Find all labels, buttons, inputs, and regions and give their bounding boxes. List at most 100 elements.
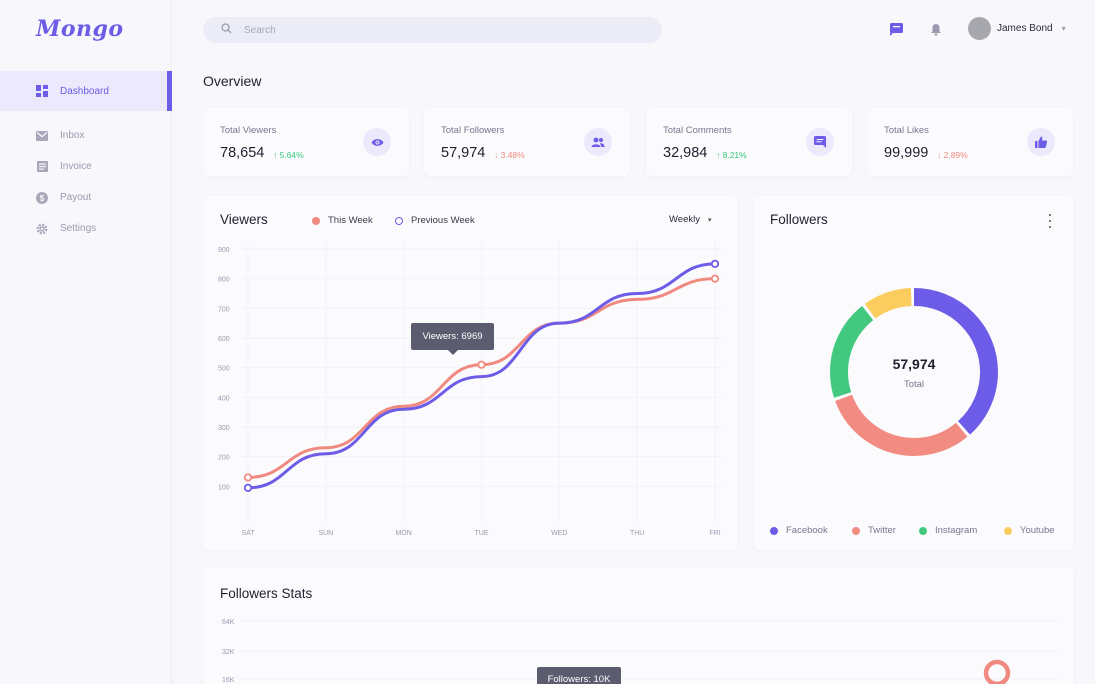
stat-label: Total Likes <box>884 125 929 136</box>
y-tick-label: 400 <box>218 395 230 402</box>
user-menu[interactable]: James Bond ▾ <box>968 17 1066 40</box>
x-tick-label: MON <box>395 530 411 537</box>
stat-label: Total Comments <box>663 125 732 136</box>
stat-card-likes: Total Likes 99,999 ↓ 2.89% <box>867 108 1073 176</box>
sidebar-nav: Dashboard Inbox Invoice $ Payout Setting… <box>0 71 172 244</box>
stat-change: ↓ 3.48% <box>494 150 525 160</box>
legend-dot <box>919 526 927 535</box>
avatar[interactable] <box>968 17 991 40</box>
flag-icon[interactable] <box>888 21 904 37</box>
y-tick-label: 700 <box>218 306 230 313</box>
viewers-panel <box>203 196 738 550</box>
sidebar-item-inbox[interactable]: Inbox <box>0 120 172 151</box>
sidebar-item-invoice[interactable]: Invoice <box>0 151 172 182</box>
stat-value: 78,654 <box>220 145 265 161</box>
legend-youtube[interactable]: Youtube <box>1004 525 1055 536</box>
legend-label: Youtube <box>1020 525 1055 536</box>
stat-card-viewers: Total Viewers 78,654 ↑ 5.64% <box>203 108 409 176</box>
sidebar-item-label: Payout <box>60 192 92 203</box>
legend-dot <box>770 526 778 535</box>
gear-icon <box>36 223 48 235</box>
donut-slice-twitter[interactable] <box>830 288 998 456</box>
y-tick-label: 600 <box>218 336 230 343</box>
x-tick-label: SUN <box>318 530 333 537</box>
y-tick-label: 800 <box>218 277 230 284</box>
data-point-highlight[interactable] <box>983 659 1011 684</box>
search-input[interactable] <box>244 24 624 36</box>
legend-instagram[interactable]: Instagram <box>919 525 977 536</box>
legend-label: This Week <box>328 215 373 226</box>
chevron-down-icon[interactable]: ▾ <box>1061 24 1066 33</box>
data-point[interactable] <box>710 259 720 268</box>
followers-stats-chart: 64K 32K 16K <box>222 619 1059 684</box>
legend-dot <box>312 216 320 225</box>
legend-label: Twitter <box>868 525 896 536</box>
y-tick-label: 16K <box>222 677 235 684</box>
stat-label: Total Followers <box>441 125 505 136</box>
sidebar-item-label: Dashboard <box>60 85 109 97</box>
stat-label: Total Viewers <box>220 125 277 136</box>
sidebar-item-label: Inbox <box>60 130 85 141</box>
viewers-title: Viewers <box>220 212 268 227</box>
y-tick-label: 32K <box>222 649 235 656</box>
y-tick-label: 300 <box>218 425 230 432</box>
x-tick-label: TUE <box>475 530 489 537</box>
y-tick-label: 100 <box>218 484 230 491</box>
search-icon <box>221 21 232 39</box>
stat-card-comments: Total Comments 32,984 ↑ 8.21% <box>646 108 852 176</box>
viewers-chart: 100 200 300 400 500 600 700 800 900 SAT SUN MON TUE W… <box>218 241 723 537</box>
eye-icon[interactable] <box>363 128 391 156</box>
period-dropdown[interactable]: Weekly ▾ <box>669 214 712 225</box>
data-point[interactable] <box>710 274 720 283</box>
stat-change: ↑ 8.21% <box>716 150 747 160</box>
stat-value: 99,999 <box>884 145 929 161</box>
legend-dot <box>395 216 403 225</box>
search-bar[interactable] <box>203 17 662 43</box>
x-tick-label: FRI <box>709 530 720 537</box>
users-icon[interactable] <box>584 128 612 156</box>
followers-stats-panel <box>203 568 1074 684</box>
page-title: Overview <box>203 73 262 89</box>
chart-tooltip: Viewers: 6969 <box>411 323 494 355</box>
donut-slice-instagram[interactable] <box>830 288 998 456</box>
sidebar-item-dashboard[interactable]: Dashboard <box>0 71 172 111</box>
legend-facebook[interactable]: Facebook <box>770 525 828 536</box>
y-tick-label: 64K <box>222 619 235 626</box>
followers-stats-title: Followers Stats <box>220 586 313 601</box>
stats-tooltip: Followers: 10K <box>537 667 621 684</box>
series-line <box>246 262 717 490</box>
donut-total-label: Total <box>903 379 925 390</box>
legend-previous-week[interactable]: Previous Week <box>395 215 475 226</box>
legend-label: Instagram <box>935 525 978 536</box>
invoice-icon <box>36 161 48 173</box>
stat-change: ↓ 2.89% <box>937 150 968 160</box>
stat-value: 32,984 <box>663 145 708 161</box>
sidebar-item-payout[interactable]: $ Payout <box>0 182 172 213</box>
data-point-highlight[interactable] <box>477 360 486 369</box>
legend-twitter[interactable]: Twitter <box>852 525 896 536</box>
more-options-icon[interactable] <box>1045 214 1055 228</box>
donut-total-value: 57,974 <box>892 356 936 372</box>
stat-value: 57,974 <box>441 145 486 161</box>
bell-icon[interactable] <box>928 21 944 37</box>
sidebar-item-settings[interactable]: Settings <box>0 213 172 244</box>
legend-this-week[interactable]: This Week <box>312 215 373 226</box>
followers-donut-chart <box>830 288 998 456</box>
legend-dot <box>1004 526 1012 535</box>
stat-change: ↑ 5.64% <box>273 150 304 160</box>
user-name: James Bond <box>997 23 1053 34</box>
legend-dot <box>852 526 860 535</box>
donut-slice-facebook[interactable] <box>830 288 998 456</box>
data-point[interactable] <box>243 473 253 482</box>
data-point[interactable] <box>243 483 253 492</box>
sidebar: Mongo Dashboard Inbox Invoice $ Payout <box>0 0 172 684</box>
app-logo[interactable]: Mongo <box>36 16 124 42</box>
stat-card-followers: Total Followers 57,974 ↓ 3.48% <box>424 108 630 176</box>
svg-text:$: $ <box>40 194 45 203</box>
thumbs-up-icon[interactable] <box>1027 128 1055 156</box>
chevron-down-icon: ▾ <box>707 216 712 224</box>
comment-icon[interactable] <box>806 128 834 156</box>
legend-label: Previous Week <box>411 215 475 226</box>
followers-title: Followers <box>770 212 828 227</box>
sidebar-item-label: Invoice <box>60 161 92 172</box>
